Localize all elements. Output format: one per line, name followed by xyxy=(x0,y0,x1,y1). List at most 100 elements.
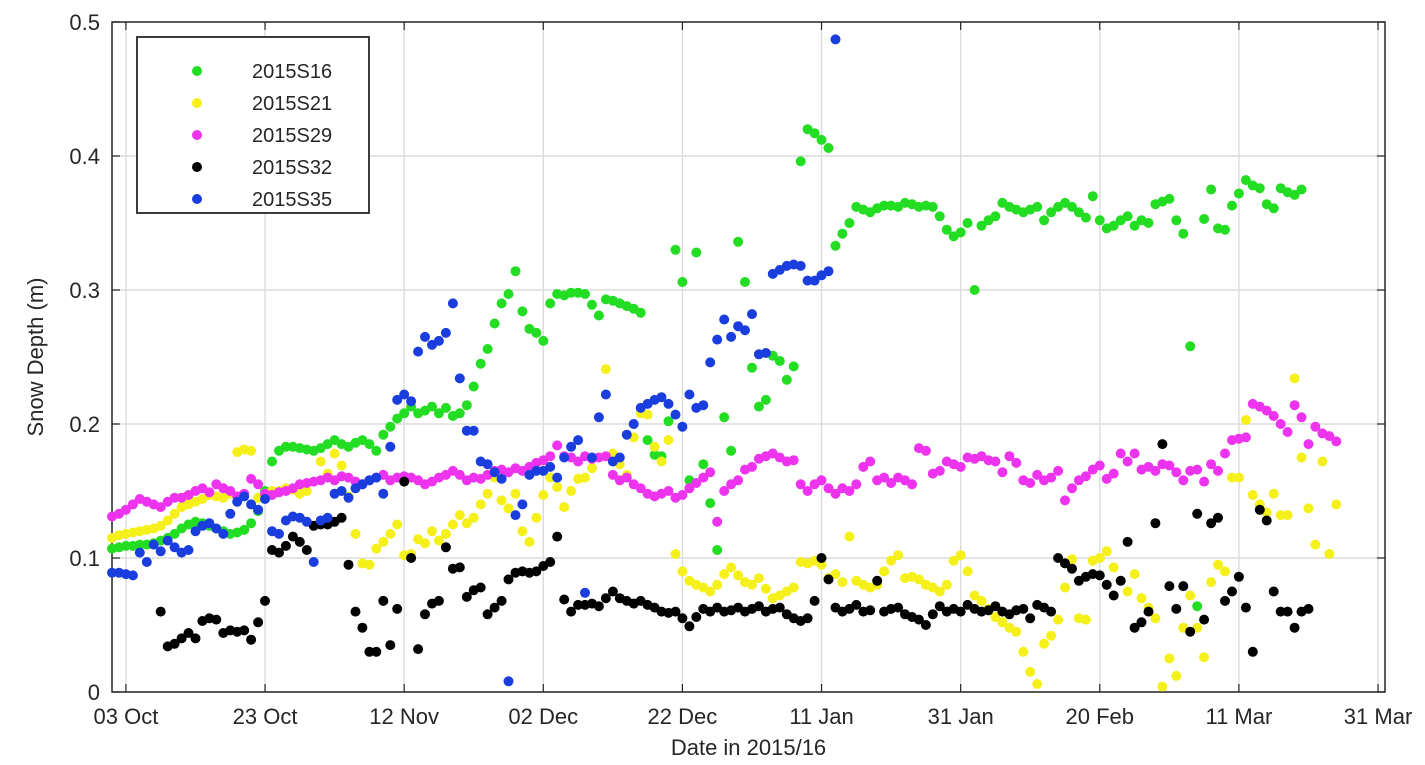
data-point xyxy=(976,595,987,606)
data-point xyxy=(482,344,493,354)
data-point xyxy=(788,582,799,593)
data-point xyxy=(267,456,277,467)
plot-area-frame xyxy=(111,21,1386,693)
x-tick-label: 03 Oct xyxy=(94,704,159,729)
data-point xyxy=(1331,436,1342,447)
data-point xyxy=(726,445,737,456)
data-point xyxy=(246,445,257,456)
data-point xyxy=(232,496,243,507)
data-point xyxy=(927,201,938,212)
data-point xyxy=(1080,614,1091,625)
data-point xyxy=(649,441,660,452)
data-point xyxy=(913,574,924,585)
data-point xyxy=(1129,220,1140,231)
data-point xyxy=(1039,638,1050,649)
data-point xyxy=(1164,653,1175,664)
data-point xyxy=(392,394,403,405)
data-point xyxy=(962,566,973,577)
data-point xyxy=(517,306,528,317)
data-point xyxy=(1108,220,1119,231)
data-point xyxy=(1150,465,1161,476)
data-point xyxy=(635,307,646,318)
data-point xyxy=(1143,606,1154,617)
data-point xyxy=(239,524,250,535)
data-point xyxy=(830,34,841,45)
data-point xyxy=(371,472,382,483)
legend-marker xyxy=(192,130,202,140)
data-point xyxy=(1192,508,1203,519)
data-point xyxy=(712,545,723,555)
data-point xyxy=(886,478,897,488)
data-point xyxy=(364,559,375,570)
data-point xyxy=(392,519,403,530)
data-point xyxy=(1094,553,1105,563)
data-point xyxy=(1192,464,1203,475)
data-point xyxy=(461,425,472,436)
data-point xyxy=(204,487,215,498)
data-point xyxy=(253,504,264,515)
data-point xyxy=(677,613,688,624)
data-point xyxy=(246,634,257,645)
data-point xyxy=(1324,431,1335,442)
data-point xyxy=(517,499,528,510)
data-point xyxy=(920,620,931,630)
data-point xyxy=(809,275,820,286)
data-point xyxy=(677,277,688,287)
data-point xyxy=(545,461,556,472)
data-point xyxy=(705,498,716,509)
data-point xyxy=(621,429,632,440)
data-point xyxy=(934,586,945,597)
data-point xyxy=(1206,518,1217,529)
data-point xyxy=(1303,503,1314,514)
y-tick-label: 0.3 xyxy=(69,278,100,303)
data-point xyxy=(127,499,138,510)
data-point xyxy=(566,287,577,298)
data-point xyxy=(614,452,625,463)
data-point xyxy=(691,478,702,488)
data-point xyxy=(496,298,507,309)
data-point xyxy=(482,459,493,470)
data-point xyxy=(781,374,792,385)
data-point xyxy=(531,327,542,338)
data-point xyxy=(893,602,904,613)
data-point xyxy=(774,356,785,366)
data-point xyxy=(1268,586,1279,597)
legend-item: 2015S21 xyxy=(192,93,332,115)
data-point xyxy=(976,220,987,231)
data-point xyxy=(587,452,597,463)
data-point xyxy=(865,605,876,616)
data-point xyxy=(663,435,674,446)
data-point xyxy=(1060,582,1070,593)
y-axis-ticks: 0 0.1 0.2 0.3 0.4 0.5 xyxy=(69,10,1385,705)
data-point xyxy=(239,491,250,502)
data-point xyxy=(1296,184,1307,195)
data-point xyxy=(406,553,417,563)
data-point xyxy=(753,573,764,584)
data-point xyxy=(1178,581,1189,592)
data-point xyxy=(795,156,806,167)
data-point xyxy=(475,582,486,593)
data-point xyxy=(190,633,201,644)
data-point xyxy=(392,603,403,614)
x-axis-label: Date in 2015/16 xyxy=(671,735,826,760)
data-point xyxy=(1129,622,1140,633)
data-point xyxy=(990,211,1001,222)
data-point xyxy=(1247,646,1258,657)
data-point xyxy=(663,398,674,409)
data-point xyxy=(858,461,869,472)
data-point xyxy=(1101,579,1112,590)
data-point xyxy=(440,528,451,539)
data-point xyxy=(1317,456,1328,467)
data-point xyxy=(559,452,570,463)
data-point xyxy=(1178,475,1189,486)
data-point xyxy=(378,536,389,547)
data-point xyxy=(628,419,639,429)
data-point xyxy=(1080,471,1091,482)
data-point xyxy=(879,472,890,483)
data-point xyxy=(1282,510,1293,521)
data-point xyxy=(830,240,841,251)
data-point xyxy=(962,218,973,228)
data-point xyxy=(1122,211,1133,222)
data-point xyxy=(830,569,841,580)
data-point xyxy=(580,587,590,598)
